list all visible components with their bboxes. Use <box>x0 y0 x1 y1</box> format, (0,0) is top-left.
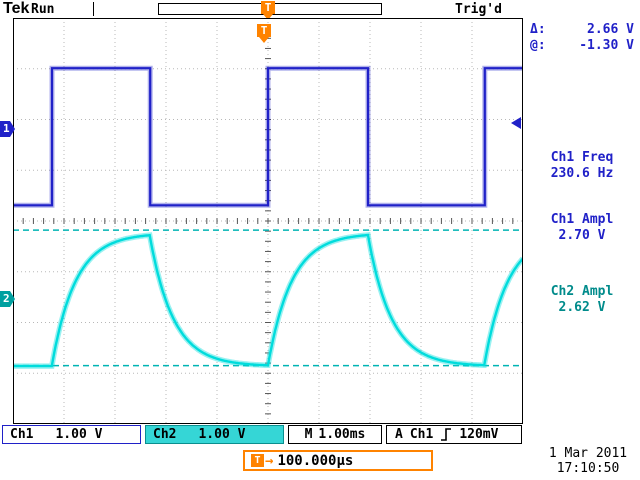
tek-logo: Tek <box>3 0 30 17</box>
measurement-label: Ch1 Freq <box>550 150 614 165</box>
waveform-plot <box>12 17 526 425</box>
datetime-readout: 1 Mar 2011 17:10:50 <box>541 446 635 476</box>
cursor-delta-readout: Δ: 2.66 V <box>527 22 637 38</box>
ch2-ampl-measurement: Ch2 Ampl 2.62 V <box>527 284 637 316</box>
measurement-value: 230.6 Hz <box>550 166 614 181</box>
topbar-divider <box>93 2 94 16</box>
cursor-at-readout: @: -1.30 V <box>527 38 637 54</box>
at-value: -1.30 V <box>579 38 634 53</box>
trigger-status: Trig'd <box>455 2 502 17</box>
ch2-scale-readout: Ch2 1.00 V <box>145 425 284 444</box>
acquisition-status: Run <box>31 2 55 17</box>
measurement-label: Ch2 Ampl <box>550 284 614 299</box>
timebase-label: M <box>304 427 313 442</box>
trigger-down-arrow-icon <box>263 14 273 20</box>
date-value: 1 Mar 2011 <box>548 446 628 461</box>
rising-slope-icon <box>441 428 452 441</box>
measurement-value: 2.70 V <box>558 228 606 243</box>
trigger-source: Ch1 <box>409 427 434 442</box>
trigger-position-value: 100.000µs <box>277 452 354 469</box>
timebase-value: 1.00ms <box>318 427 366 442</box>
trigger-t-label: T <box>260 24 268 37</box>
measurement-label: Ch1 Ampl <box>550 212 614 227</box>
time-value: 17:10:50 <box>556 461 620 476</box>
ch1-ampl-measurement: Ch1 Ampl 2.70 V <box>527 212 637 244</box>
trigger-t-chip: T <box>251 454 264 467</box>
ch1-freq-measurement: Ch1 Freq 230.6 Hz <box>527 150 637 182</box>
trigger-mode: A <box>395 427 403 442</box>
trigger-level-value: 120mV <box>459 427 499 442</box>
trigger-t-label: T <box>264 1 272 14</box>
ch2-scale-value: 1.00 V <box>198 427 246 442</box>
waveform-display <box>12 17 526 425</box>
ch1-ground-marker: 1 <box>0 121 15 137</box>
measurement-panel: Δ: 2.66 V @: -1.30 V Ch1 Freq 230.6 Hz C… <box>527 22 637 315</box>
trigger-level-arrow-icon <box>511 117 521 129</box>
ch1-scale-value: 1.00 V <box>55 427 103 442</box>
timebase-readout: M 1.00ms <box>288 425 382 444</box>
ch2-ground-marker: 2 <box>0 291 15 307</box>
trigger-readout: A Ch1 120mV <box>386 425 522 444</box>
trigger-position-readout: T → 100.000µs <box>243 450 433 471</box>
measurement-value: 2.62 V <box>558 300 606 315</box>
trigger-position-marker-top: T <box>261 1 275 20</box>
ch1-scale-readout: Ch1 1.00 V <box>2 425 141 444</box>
trigger-arrow-icon: → <box>265 452 274 469</box>
trigger-position-marker-graticule: T <box>257 24 271 43</box>
ch2-label: Ch2 <box>153 427 177 442</box>
delta-value: 2.66 V <box>587 22 634 37</box>
trigger-down-arrow-icon <box>259 37 269 43</box>
at-label: @: <box>530 38 546 53</box>
ch1-label: Ch1 <box>10 427 34 442</box>
delta-label: Δ: <box>530 22 546 37</box>
